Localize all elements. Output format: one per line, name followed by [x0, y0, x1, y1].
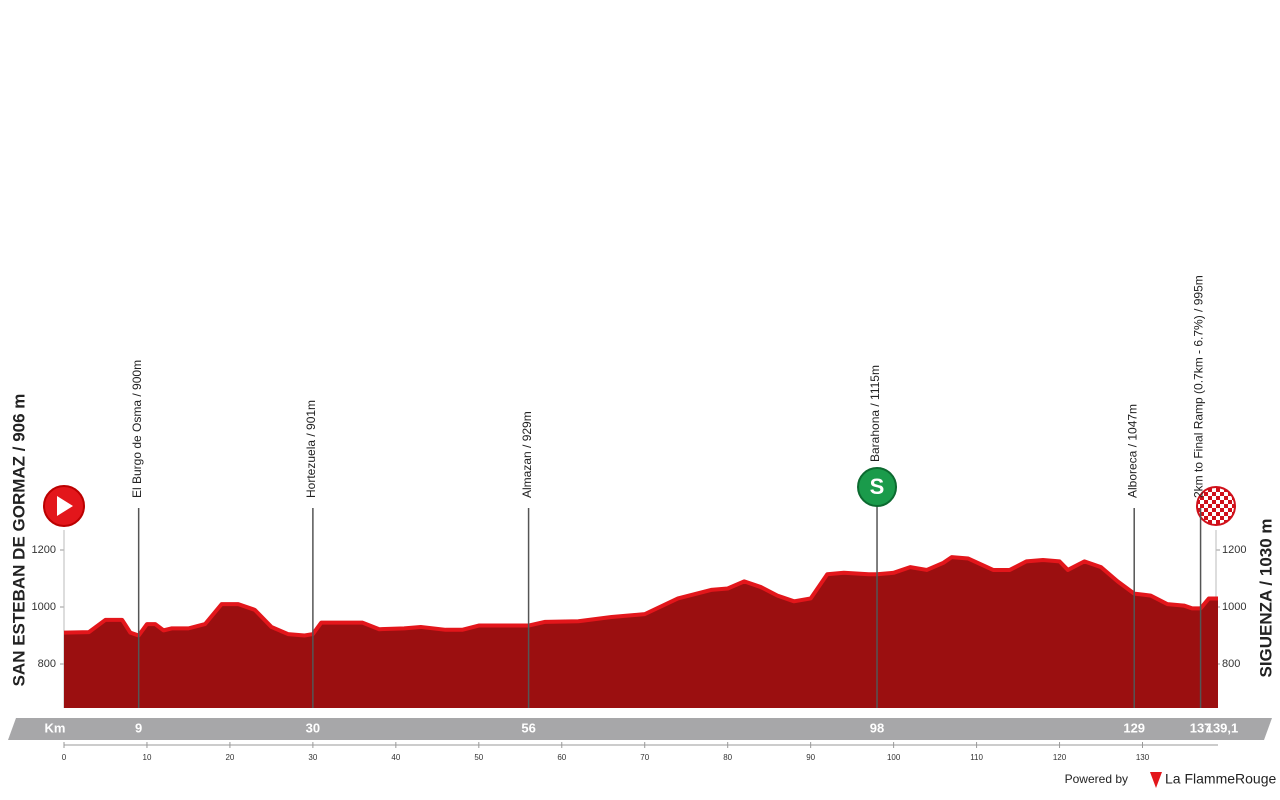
brand-logo — [1150, 772, 1162, 788]
start-label: SAN ESTEBAN DE GORMAZ / 906 m — [9, 394, 28, 687]
waypoint-km: 9 — [135, 720, 142, 735]
y-tick-label: 800 — [38, 658, 56, 670]
waypoint-label: 2km to Final Ramp (0.7km - 6.7%) / 995m — [1192, 275, 1206, 498]
brand: La FlammeRouge — [1165, 771, 1276, 787]
finish-km: 139,1 — [1206, 720, 1239, 735]
x-tick-label: 100 — [887, 753, 901, 762]
x-tick-label: 40 — [391, 753, 400, 762]
x-tick-label: 60 — [557, 753, 566, 762]
waypoint-label: Almazan / 929m — [520, 411, 534, 498]
y-tick-label: 1200 — [32, 544, 56, 556]
x-tick-label: 110 — [970, 753, 983, 762]
waypoint-label: Alboreca / 1047m — [1125, 404, 1139, 498]
waypoint-label: Barahona / 1115m — [868, 365, 882, 462]
x-tick-label: 10 — [143, 753, 152, 762]
y-tick-label: 1000 — [1222, 601, 1246, 613]
x-tick-label: 0 — [62, 753, 67, 762]
x-tick-label: 20 — [225, 753, 234, 762]
x-tick-label: 80 — [723, 753, 732, 762]
profile-line — [63, 555, 1218, 638]
x-tick-label: 70 — [640, 753, 649, 762]
start-arrow — [57, 496, 73, 516]
y-tick-label: 1200 — [1222, 544, 1246, 556]
x-tick-label: 130 — [1136, 753, 1150, 762]
x-tick-label: 120 — [1053, 753, 1067, 762]
km-band — [8, 718, 1272, 740]
sprint-icon — [857, 467, 898, 507]
waypoint-km: 129 — [1123, 720, 1145, 735]
waypoint-km: 137 — [1190, 720, 1212, 735]
x-tick-label: 30 — [308, 753, 317, 762]
waypoint-km: 98 — [870, 720, 884, 735]
waypoint-km: 56 — [521, 720, 535, 735]
sprint-label: S — [870, 474, 885, 499]
x-tick-label: 90 — [806, 753, 815, 762]
finish-label: SIGUENZA / 1030 m — [1256, 518, 1275, 677]
y-tick-label: 1000 — [32, 601, 56, 613]
finish-icon — [1196, 486, 1236, 526]
profile-area — [64, 557, 1218, 708]
footer: Powered by — [1065, 772, 1128, 786]
x-tick-label: 50 — [474, 753, 483, 762]
km-label: Km — [45, 720, 66, 735]
waypoint-km: 30 — [306, 720, 320, 735]
y-tick-label: 800 — [1222, 658, 1240, 670]
waypoint-label: Hortezuela / 901m — [304, 400, 318, 498]
waypoint-label: El Burgo de Osma / 900m — [130, 360, 144, 498]
